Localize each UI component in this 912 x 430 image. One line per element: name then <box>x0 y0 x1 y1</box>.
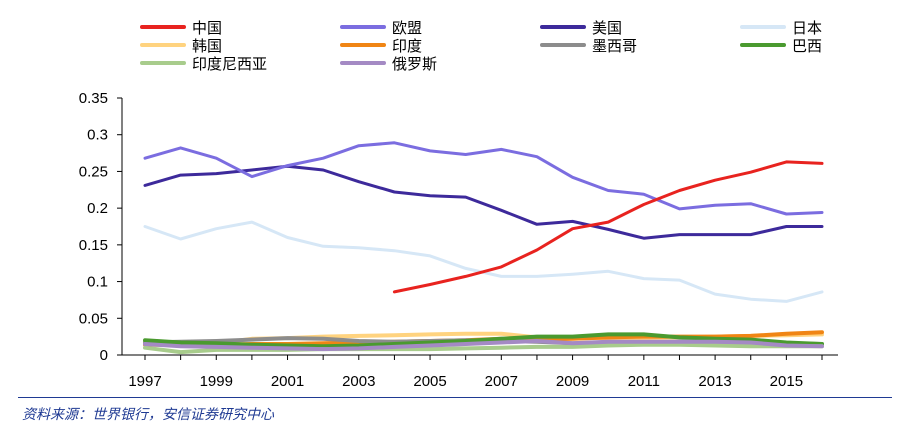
x-tick-label: 2009 <box>556 373 589 390</box>
y-tick-label: 0.3 <box>87 127 108 144</box>
legend-swatch <box>740 43 786 47</box>
series-line-2 <box>143 141 824 216</box>
legend-swatch <box>140 61 186 65</box>
legend-item: 日本 <box>740 18 823 37</box>
legend-label: 印度尼西亚 <box>192 54 268 73</box>
legend-item: 印度尼西亚 <box>140 54 268 73</box>
legend-label: 墨西哥 <box>592 36 638 55</box>
y-tick-label: 0.2 <box>87 200 108 217</box>
legend-label: 日本 <box>792 18 823 37</box>
y-tick-label: 0.35 <box>79 90 108 107</box>
legend-label: 印度 <box>392 36 423 55</box>
x-tick-label: 2011 <box>628 373 660 390</box>
series-line-9 <box>143 342 824 355</box>
legend-label: 巴西 <box>792 36 823 55</box>
legend-item: 印度 <box>340 36 423 55</box>
series-line-10 <box>143 339 824 352</box>
x-tick-label: 2013 <box>698 373 731 390</box>
legend-swatch <box>540 25 586 29</box>
source-divider <box>18 397 892 398</box>
y-tick-label: 0.15 <box>79 237 108 254</box>
series-line-1 <box>392 160 824 294</box>
legend-item: 韩国 <box>140 36 223 55</box>
y-tick-label: 0.25 <box>79 163 108 180</box>
legend-label: 美国 <box>592 18 623 37</box>
x-tick-label: 1997 <box>128 373 161 390</box>
legend-swatch <box>340 43 386 47</box>
x-tick-label: 2007 <box>485 373 518 390</box>
series-line-8 <box>143 332 824 349</box>
legend-label: 欧盟 <box>392 18 423 37</box>
legend-label: 韩国 <box>192 36 223 55</box>
x-tick-label: 2003 <box>342 373 375 390</box>
legend-item: 欧盟 <box>340 18 423 37</box>
legend-swatch <box>540 43 586 47</box>
series-line-3 <box>143 164 824 240</box>
y-tick-label: 0.05 <box>79 310 108 327</box>
legend-swatch <box>140 43 186 47</box>
x-tick-label: 1999 <box>200 373 233 390</box>
legend-item: 俄罗斯 <box>340 54 438 73</box>
legend-item: 美国 <box>540 18 623 37</box>
legend-swatch <box>140 25 186 29</box>
legend-item: 巴西 <box>740 36 823 55</box>
y-tick-label: 0.1 <box>87 274 108 291</box>
legend-label: 中国 <box>192 18 223 37</box>
legend-swatch <box>340 25 386 29</box>
legend-item: 墨西哥 <box>540 36 638 55</box>
x-tick-label: 2015 <box>770 373 803 390</box>
legend-swatch <box>340 61 386 65</box>
legend-swatch <box>740 25 786 29</box>
x-tick-label: 2001 <box>271 373 304 390</box>
source-note: 资料来源：世界银行，安信证券研究中心 <box>22 407 274 423</box>
y-tick-label: 0 <box>100 347 108 364</box>
legend-label: 俄罗斯 <box>392 54 438 73</box>
legend-item: 中国 <box>140 18 223 37</box>
x-tick-label: 2005 <box>413 373 446 390</box>
